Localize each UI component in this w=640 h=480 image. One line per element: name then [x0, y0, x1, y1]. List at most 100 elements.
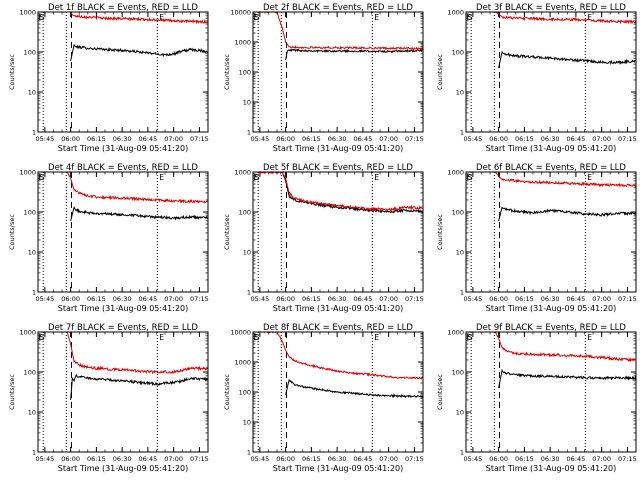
event-marker-label: S	[468, 333, 473, 342]
x-tick-label: 06:00	[489, 135, 508, 143]
event-marker-label: S	[40, 333, 45, 342]
y-tick-label: 100	[24, 209, 36, 217]
panel-det-9: Det 9f BLACK = Events, RED = LLD Counts/s…	[436, 323, 637, 473]
y-tick-label: 1000	[234, 169, 251, 177]
y-tick-label: 1000	[234, 359, 251, 367]
x-tick-label: 06:15	[515, 135, 534, 143]
event-marker-label: S	[255, 333, 260, 342]
event-marker-label: E	[587, 173, 592, 182]
y-tick-label: 1	[247, 129, 251, 137]
panel-det-6: Det 6f BLACK = Events, RED = LLD Counts/s…	[436, 163, 637, 313]
plot-frame	[37, 11, 209, 133]
y-tick-label: 1	[32, 289, 36, 297]
x-tick-label: 06:00	[276, 295, 295, 303]
x-tick-label: 06:15	[515, 295, 534, 303]
panel-det-7: Det 7f BLACK = Events, RED = LLD Counts/s…	[8, 323, 209, 473]
series-lld-line	[66, 172, 208, 204]
series-events-line	[498, 206, 636, 222]
y-tick-label: 10	[456, 89, 464, 97]
event-marker-label: E	[587, 333, 592, 342]
x-tick-label: 06:00	[61, 295, 80, 303]
series-events-line	[498, 368, 636, 389]
plot-frame	[252, 331, 424, 453]
x-tick-label: 05:45	[464, 135, 483, 143]
plot-frame	[465, 331, 637, 453]
y-axis-label: Counts/sec	[436, 214, 444, 250]
series-events-line	[285, 378, 423, 399]
x-tick-label: 06:45	[567, 455, 586, 463]
x-tick-label: 06:15	[87, 455, 106, 463]
y-axis-label: Counts/sec	[8, 54, 16, 90]
x-tick-label: 07:00	[592, 295, 611, 303]
x-tick-label: 05:45	[251, 455, 270, 463]
x-tick-label: 07:15	[405, 295, 424, 303]
y-tick-label: 1	[460, 129, 464, 137]
x-axis-label: Start Time (31-Aug-09 05:41:20)	[486, 304, 617, 313]
x-tick-label: 06:30	[541, 135, 560, 143]
y-tick-label: 1000	[447, 169, 464, 177]
y-tick-label: 100	[24, 369, 36, 377]
y-tick-label: 10	[243, 419, 251, 427]
plot-frame	[37, 331, 209, 453]
x-tick-label: 06:15	[87, 295, 106, 303]
series-lld-line	[67, 12, 208, 25]
x-tick-label: 06:45	[354, 295, 373, 303]
panel-title: Det 5f BLACK = Events, RED = LLD	[263, 163, 413, 173]
series-events-line	[498, 50, 636, 69]
x-tick-label: 07:15	[405, 135, 424, 143]
series-events-line	[70, 43, 208, 62]
y-tick-label: 1	[247, 449, 251, 457]
x-tick-label: 06:30	[541, 295, 560, 303]
y-tick-label: 1000	[447, 329, 464, 337]
panel-det-3: Det 3f BLACK = Events, RED = LLD Counts/s…	[436, 3, 637, 153]
x-tick-label: 06:15	[87, 135, 106, 143]
panel-det-8: Det 8f BLACK = Events, RED = LLD Counts/s…	[223, 323, 424, 473]
panel-title: Det 2f BLACK = Events, RED = LLD	[263, 3, 413, 13]
y-tick-label: 1000	[19, 9, 36, 17]
series-lld-line	[258, 332, 423, 380]
x-axis-label: Start Time (31-Aug-09 05:41:20)	[486, 464, 617, 473]
y-tick-label: 10	[243, 99, 251, 107]
y-tick-label: 100	[452, 369, 464, 377]
x-tick-label: 07:00	[164, 455, 183, 463]
x-tick-label: 06:30	[113, 295, 132, 303]
x-tick-label: 07:15	[618, 135, 637, 143]
event-marker-label: S	[468, 173, 473, 182]
series-lld-line	[494, 332, 636, 363]
y-tick-label: 100	[452, 49, 464, 57]
panel-det-5: Det 5f BLACK = Events, RED = LLD Counts/s…	[223, 163, 424, 313]
y-axis-label: Counts/sec	[8, 214, 16, 250]
series-lld-line	[494, 172, 636, 188]
x-tick-label: 05:45	[464, 295, 483, 303]
x-axis-label: Start Time (31-Aug-09 05:41:20)	[273, 144, 404, 153]
y-tick-label: 1	[247, 289, 251, 297]
event-marker-label: E	[38, 173, 43, 182]
event-marker-label: E	[466, 333, 471, 342]
panel-title: Det 7f BLACK = Events, RED = LLD	[48, 323, 198, 333]
x-tick-label: 07:15	[190, 135, 209, 143]
x-tick-label: 06:00	[61, 455, 80, 463]
x-tick-label: 06:00	[489, 295, 508, 303]
y-axis-label: Counts/sec	[436, 54, 444, 90]
x-tick-label: 06:15	[302, 295, 321, 303]
x-tick-label: 05:45	[464, 455, 483, 463]
y-tick-label: 10	[456, 249, 464, 257]
panel-det-1: Det 1f BLACK = Events, RED = LLD Counts/s…	[8, 3, 209, 153]
event-marker-label: E	[159, 173, 164, 182]
y-tick-label: 10000	[230, 329, 251, 337]
x-tick-label: 06:45	[567, 135, 586, 143]
y-tick-label: 1000	[19, 329, 36, 337]
y-tick-label: 10	[243, 249, 251, 257]
panel-title: Det 3f BLACK = Events, RED = LLD	[476, 3, 626, 13]
event-marker-label: E	[466, 173, 471, 182]
event-marker-label: E	[253, 173, 258, 182]
plot-frame	[465, 11, 637, 133]
y-tick-label: 1000	[19, 169, 36, 177]
y-tick-label: 10	[28, 89, 36, 97]
y-tick-label: 1	[32, 129, 36, 137]
y-tick-label: 10	[28, 409, 36, 417]
y-tick-label: 1000	[234, 39, 251, 47]
x-tick-label: 07:00	[164, 295, 183, 303]
panel-title: Det 4f BLACK = Events, RED = LLD	[48, 163, 198, 173]
